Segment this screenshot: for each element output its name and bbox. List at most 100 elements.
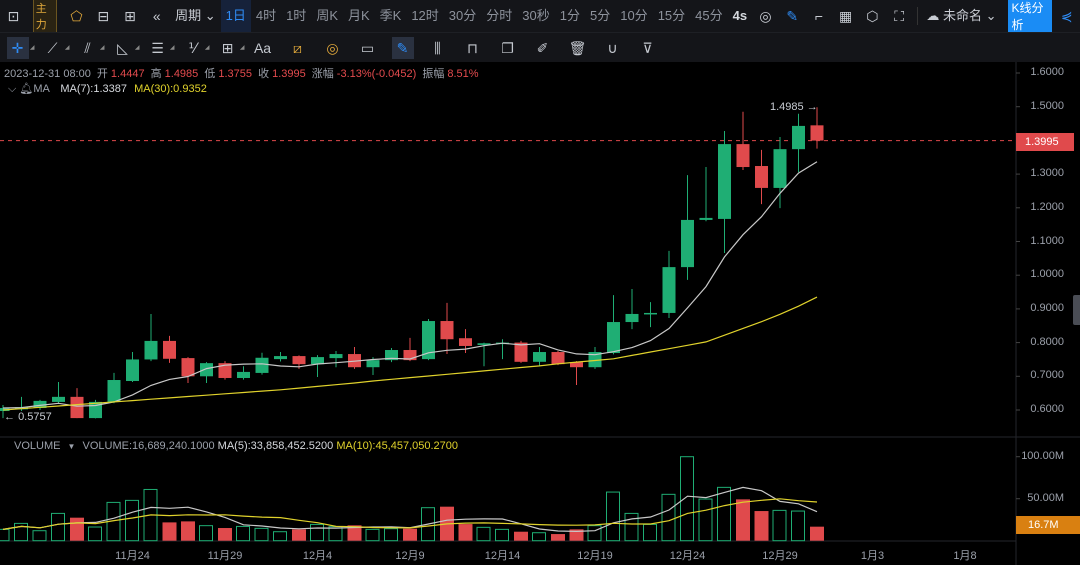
volume-indicator-name[interactable]: VOLUME [14, 440, 61, 452]
parallel-lines-icon[interactable]: ⫽ ◢ [77, 37, 104, 59]
timeframe-tab[interactable]: 月K [347, 8, 370, 23]
replay-icon[interactable]: « [152, 8, 161, 24]
date-tick-label: 11月24 [115, 550, 150, 562]
candle-pattern-icon[interactable]: ⫼ [434, 39, 441, 56]
pencil-icon[interactable]: ✎ [786, 7, 799, 24]
camera-icon[interactable]: ◎ [759, 7, 772, 24]
crosshair-icon[interactable]: ✛ ◢ [6, 36, 35, 59]
change-value: -3.13%(-0.0452) [336, 68, 417, 80]
side-panel-handle[interactable] [1073, 295, 1080, 325]
volume-bar-up [532, 532, 546, 542]
timeframe-tab[interactable]: 5分 [589, 8, 611, 23]
volume-bar-down [162, 522, 177, 541]
period-dropdown[interactable]: 周期 ⌄ [175, 8, 216, 23]
fullscreen-icon[interactable]: ⛶ [894, 7, 905, 24]
calculator-icon[interactable]: ▦ [839, 7, 853, 24]
share-icon[interactable]: ⋞ [1060, 7, 1073, 24]
volume-tick-label: 50.00M [1027, 491, 1064, 504]
lock-icon[interactable]: ⊓ [467, 39, 478, 56]
ma-name[interactable]: MA [33, 83, 50, 95]
submenu-corner-icon[interactable]: ◢ [99, 44, 105, 51]
line-icon[interactable]: ⟋ ◢ [42, 37, 70, 59]
edit-note-icon[interactable]: ✐ [536, 39, 549, 56]
timeframe-tab[interactable]: 周K [316, 8, 338, 23]
fibonacci-icon[interactable]: ⅟ ◢ [182, 37, 210, 59]
submenu-corner-icon[interactable]: ◢ [64, 44, 70, 51]
main-indicator-badge[interactable]: 主力 [32, 0, 58, 34]
delete-icon[interactable]: 🗑︎ [568, 39, 587, 56]
candle-down [570, 362, 583, 368]
timeframe-tab[interactable]: 30分 [448, 8, 477, 23]
price-tick-label: 0.7000 [1030, 369, 1064, 382]
brush-icon[interactable]: ✎ [391, 36, 414, 59]
kline-analysis-button[interactable]: K线分析 [1007, 0, 1053, 36]
price-tick-label: 1.3000 [1030, 167, 1064, 180]
last-price-badge: 1.3995 [1016, 133, 1074, 151]
timeframe-tab[interactable]: 4时 [255, 8, 277, 23]
timeframe-tab[interactable]: 1日 [220, 0, 251, 32]
last-volume-badge: 16.7M [1016, 516, 1080, 534]
text-icon[interactable]: Aa [253, 39, 272, 56]
timeframe-tab[interactable]: 30秒 [522, 8, 550, 23]
magnet-icon[interactable]: ∪ [607, 39, 618, 56]
candle-up [200, 363, 213, 377]
volume-bar-down [347, 525, 362, 541]
chart-type-icon[interactable]: ⊡ [7, 7, 20, 24]
price-tick-label: 1.2000 [1030, 200, 1064, 213]
volume-legend: VOLUME ▼ VOLUME:16,689,240.1000 MA(5):33… [14, 440, 458, 452]
volume-bar-up [254, 527, 269, 542]
timeframe-tab[interactable]: 分时 [486, 8, 513, 23]
high-marker: 1.4985 → [770, 101, 818, 113]
timeframe-tab[interactable]: 季K [379, 8, 402, 23]
submenu-corner-icon[interactable]: ◢ [134, 44, 140, 51]
candle-down [218, 363, 232, 378]
candle-down [459, 338, 472, 346]
horizontal-lines-icon[interactable]: ☰ ◢ [147, 37, 174, 59]
submenu-corner-icon[interactable]: ◢ [169, 44, 175, 51]
candle-down [551, 352, 565, 365]
triangle-icon[interactable]: ◺ ◢ [112, 37, 139, 59]
ruler-ring-icon[interactable]: ◎ [326, 39, 339, 56]
measure-icon[interactable]: ⧄ [293, 39, 302, 56]
dropdown-caret-icon[interactable]: ▼ [67, 442, 76, 451]
date-tick-label: 12月29 [762, 550, 798, 562]
candle-up [588, 352, 602, 368]
submenu-corner-icon[interactable]: ◢ [204, 44, 210, 51]
add-box-icon[interactable]: ⊞ ◢ [217, 37, 245, 59]
lightning-icon[interactable]: ⬠ [70, 7, 83, 24]
timeframe-tab[interactable]: 12时 [411, 8, 439, 23]
filter-icon[interactable]: ⊽ [642, 39, 653, 56]
candle-up [329, 354, 343, 359]
copy-icon[interactable]: ❐ [501, 39, 514, 56]
candle-up [699, 217, 713, 220]
add-frame-icon[interactable]: ⌐ [814, 8, 824, 24]
timeframe-tab[interactable]: 15分 [657, 8, 686, 23]
candle-up [385, 350, 398, 361]
volume-bar-up [791, 510, 805, 542]
timeframe-tab[interactable]: 10分 [620, 8, 648, 23]
volume-bar-up [51, 512, 65, 542]
candle-up [607, 322, 620, 354]
timeframe-tab[interactable]: 1分 [559, 8, 580, 23]
volume-ma10-line [2, 498, 818, 530]
layout-name-dropdown[interactable]: ☁ 未命名 ⌄ [926, 8, 997, 23]
candle-down [181, 358, 195, 377]
low-marker-value: 0.5757 [18, 411, 52, 423]
price-tick-label: 1.5000 [1030, 99, 1064, 112]
timeframe-tab[interactable]: 45分 [695, 8, 723, 23]
refresh-interval[interactable]: 4s [732, 8, 748, 23]
settings-icon[interactable]: ⬡ [866, 7, 879, 24]
calendar-icon[interactable]: ⊟ [97, 7, 110, 24]
timeframe-tab[interactable]: 1时 [286, 8, 307, 23]
candle-up [107, 380, 121, 402]
ruler-icon[interactable]: ▭ [360, 39, 375, 56]
collapse-icon[interactable]: ⌵ [8, 83, 17, 95]
volume-bar-up [587, 525, 602, 542]
submenu-corner-icon[interactable]: ◢ [239, 44, 245, 51]
candle-up [255, 357, 269, 373]
layout-icon[interactable]: ⊞ [124, 7, 136, 24]
alert-bell-icon[interactable]: 🔔︎ [19, 83, 34, 95]
date-tick-label: 12月24 [669, 550, 706, 562]
submenu-corner-icon[interactable]: ◢ [29, 44, 35, 51]
